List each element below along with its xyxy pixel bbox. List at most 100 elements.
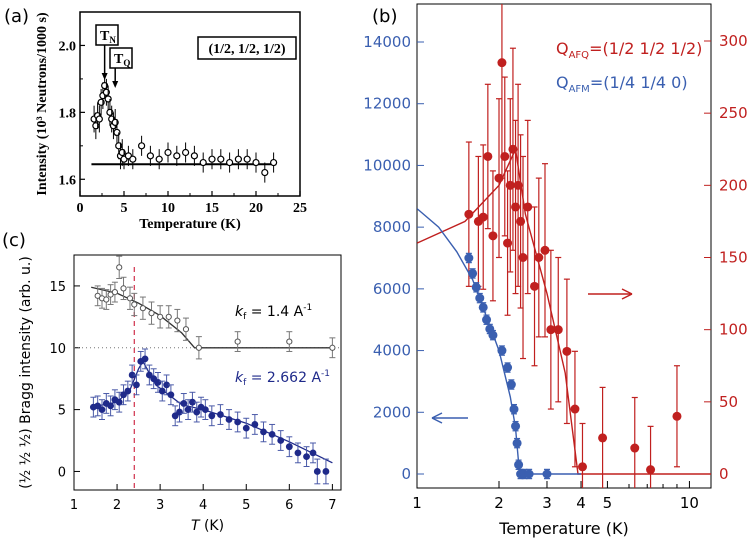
data-point-kf2662 <box>98 406 106 414</box>
data-point-afq <box>497 58 507 68</box>
data-point-afq <box>516 216 526 226</box>
data-point-afm <box>542 469 552 479</box>
y-left-tick-label-b: 10000 <box>363 156 411 174</box>
data-point-afm <box>514 460 524 470</box>
data-point-kf14 <box>165 313 172 320</box>
marker-box-a <box>95 24 119 46</box>
y-right-tick-label-b: 300 <box>719 32 748 50</box>
data-point-kf14 <box>103 296 110 303</box>
data-point-kf2662 <box>313 468 321 475</box>
data-point-afq <box>598 433 608 443</box>
panel-a: (a) 0 5 10 15 20 25 1.6 1.8 2.0 Temperature (K) Int… <box>4 6 307 232</box>
panel-c: (c) 1 2 3 4 5 6 7 0 5 10 15 T (K) (½ ½ ½) Bragg inten… <box>2 230 342 534</box>
y-left-tick-label-b: 8000 <box>373 218 411 236</box>
y-tick-label-c: 10 <box>49 342 66 357</box>
data-point-kf14 <box>116 264 123 271</box>
y-right-tick-label-b: 150 <box>719 249 748 267</box>
y-tick-label-a: 1.6 <box>59 173 77 188</box>
data-point-a <box>182 148 190 157</box>
data-point-afm <box>511 421 521 431</box>
data-point-kf14 <box>174 317 181 324</box>
legend-entry-b: QAFQ=(1/2 1/2 1/2) <box>556 39 702 61</box>
data-point-afq <box>483 151 493 161</box>
y-left-tick-label-b: 12000 <box>363 95 411 113</box>
data-point-kf2662 <box>260 428 267 436</box>
data-point-kf14 <box>286 338 293 345</box>
data-point-kf2662 <box>141 355 149 363</box>
marker-label-a: TQ <box>114 52 130 68</box>
data-point-kf14 <box>157 313 164 320</box>
arrowhead-right-b <box>621 288 633 300</box>
data-point-a <box>243 155 251 163</box>
x-tick-label-a: 5 <box>121 201 128 216</box>
data-point-afm <box>497 346 507 356</box>
panel-label-a: (a) <box>4 6 29 27</box>
data-point-kf14 <box>329 344 336 351</box>
data-point-afq <box>511 202 521 212</box>
marker-arrowhead-a <box>112 81 119 88</box>
x-axis-label-c: T (K) <box>191 518 224 534</box>
panel-label-b: (b) <box>372 6 397 27</box>
data-point-kf14 <box>195 344 202 351</box>
data-point-afq <box>577 462 587 472</box>
data-point-kf2662 <box>251 421 259 428</box>
y-left-tick-label-b: 6000 <box>373 280 411 298</box>
x-tick-label-c: 7 <box>328 498 336 513</box>
y-left-tick-label-b: 0 <box>401 465 411 483</box>
data-point-afq <box>523 202 533 212</box>
data-point-afm <box>482 315 492 325</box>
y-tick-label-a: 2.0 <box>59 39 77 54</box>
data-point-kf14 <box>120 285 127 292</box>
x-tick-label-a: 15 <box>205 201 219 216</box>
data-point-kf2662 <box>217 411 224 418</box>
data-point-afq <box>570 404 580 414</box>
data-point-afm <box>509 404 519 414</box>
y-axis-label-c: (½ ½ ½) Bragg intensity (arb. u.) <box>18 256 34 489</box>
data-point-a <box>270 158 278 167</box>
data-point-kf2662 <box>189 398 196 406</box>
plot-area-b <box>417 4 711 488</box>
x-tick-label-b: 1 <box>412 494 422 512</box>
data-point-kf14 <box>111 289 119 296</box>
data-point-a <box>226 158 234 167</box>
marker-label-a: TN <box>100 29 116 45</box>
x-axis-label-b: Temperature (K) <box>498 519 628 538</box>
data-point-afq <box>478 212 488 222</box>
x-tick-label-c: 2 <box>113 498 121 513</box>
y-left-tick-label-b: 2000 <box>373 403 411 421</box>
data-point-a <box>234 155 242 163</box>
legend-entry-b: QAFM=(1/4 1/4 0) <box>556 73 688 95</box>
data-point-afq <box>488 231 498 241</box>
data-point-afq <box>553 325 563 335</box>
data-point-afq <box>518 253 528 262</box>
data-point-afm <box>475 293 485 303</box>
y-axis-label-a: Intensity (10³ Neutrons/1000 s) <box>35 12 50 196</box>
data-point-afm <box>478 302 488 312</box>
x-tick-label-c: 1 <box>70 498 78 513</box>
x-tick-label-c: 5 <box>242 498 250 513</box>
data-point-kf2662 <box>322 468 330 475</box>
x-tick-label-b: 2 <box>494 494 504 512</box>
data-point-kf2662 <box>285 443 293 451</box>
y-tick-label-c: 0 <box>58 465 66 480</box>
data-point-kf2662 <box>167 391 175 399</box>
series-label-c: kf = 2.662 A-1 <box>235 369 330 388</box>
data-point-kf14 <box>182 326 190 333</box>
y-right-tick-label-b: 100 <box>719 321 748 339</box>
data-point-a <box>217 155 225 163</box>
data-point-kf2662 <box>225 416 233 423</box>
data-point-kf2662 <box>158 387 166 395</box>
y-tick-label-c: 5 <box>58 404 66 419</box>
label-box-a <box>197 36 297 60</box>
data-point-kf2662 <box>163 381 170 389</box>
data-point-a <box>155 155 163 163</box>
data-point-afm <box>468 268 478 278</box>
data-point-a <box>190 152 198 160</box>
data-point-kf2662 <box>133 381 140 389</box>
data-point-a <box>146 152 154 160</box>
data-point-afq <box>646 465 656 475</box>
series-label-c: kf = 1.4 A-1 <box>235 303 312 322</box>
y-right-tick-label-b: 0 <box>719 465 729 483</box>
x-tick-label-c: 3 <box>156 498 164 513</box>
